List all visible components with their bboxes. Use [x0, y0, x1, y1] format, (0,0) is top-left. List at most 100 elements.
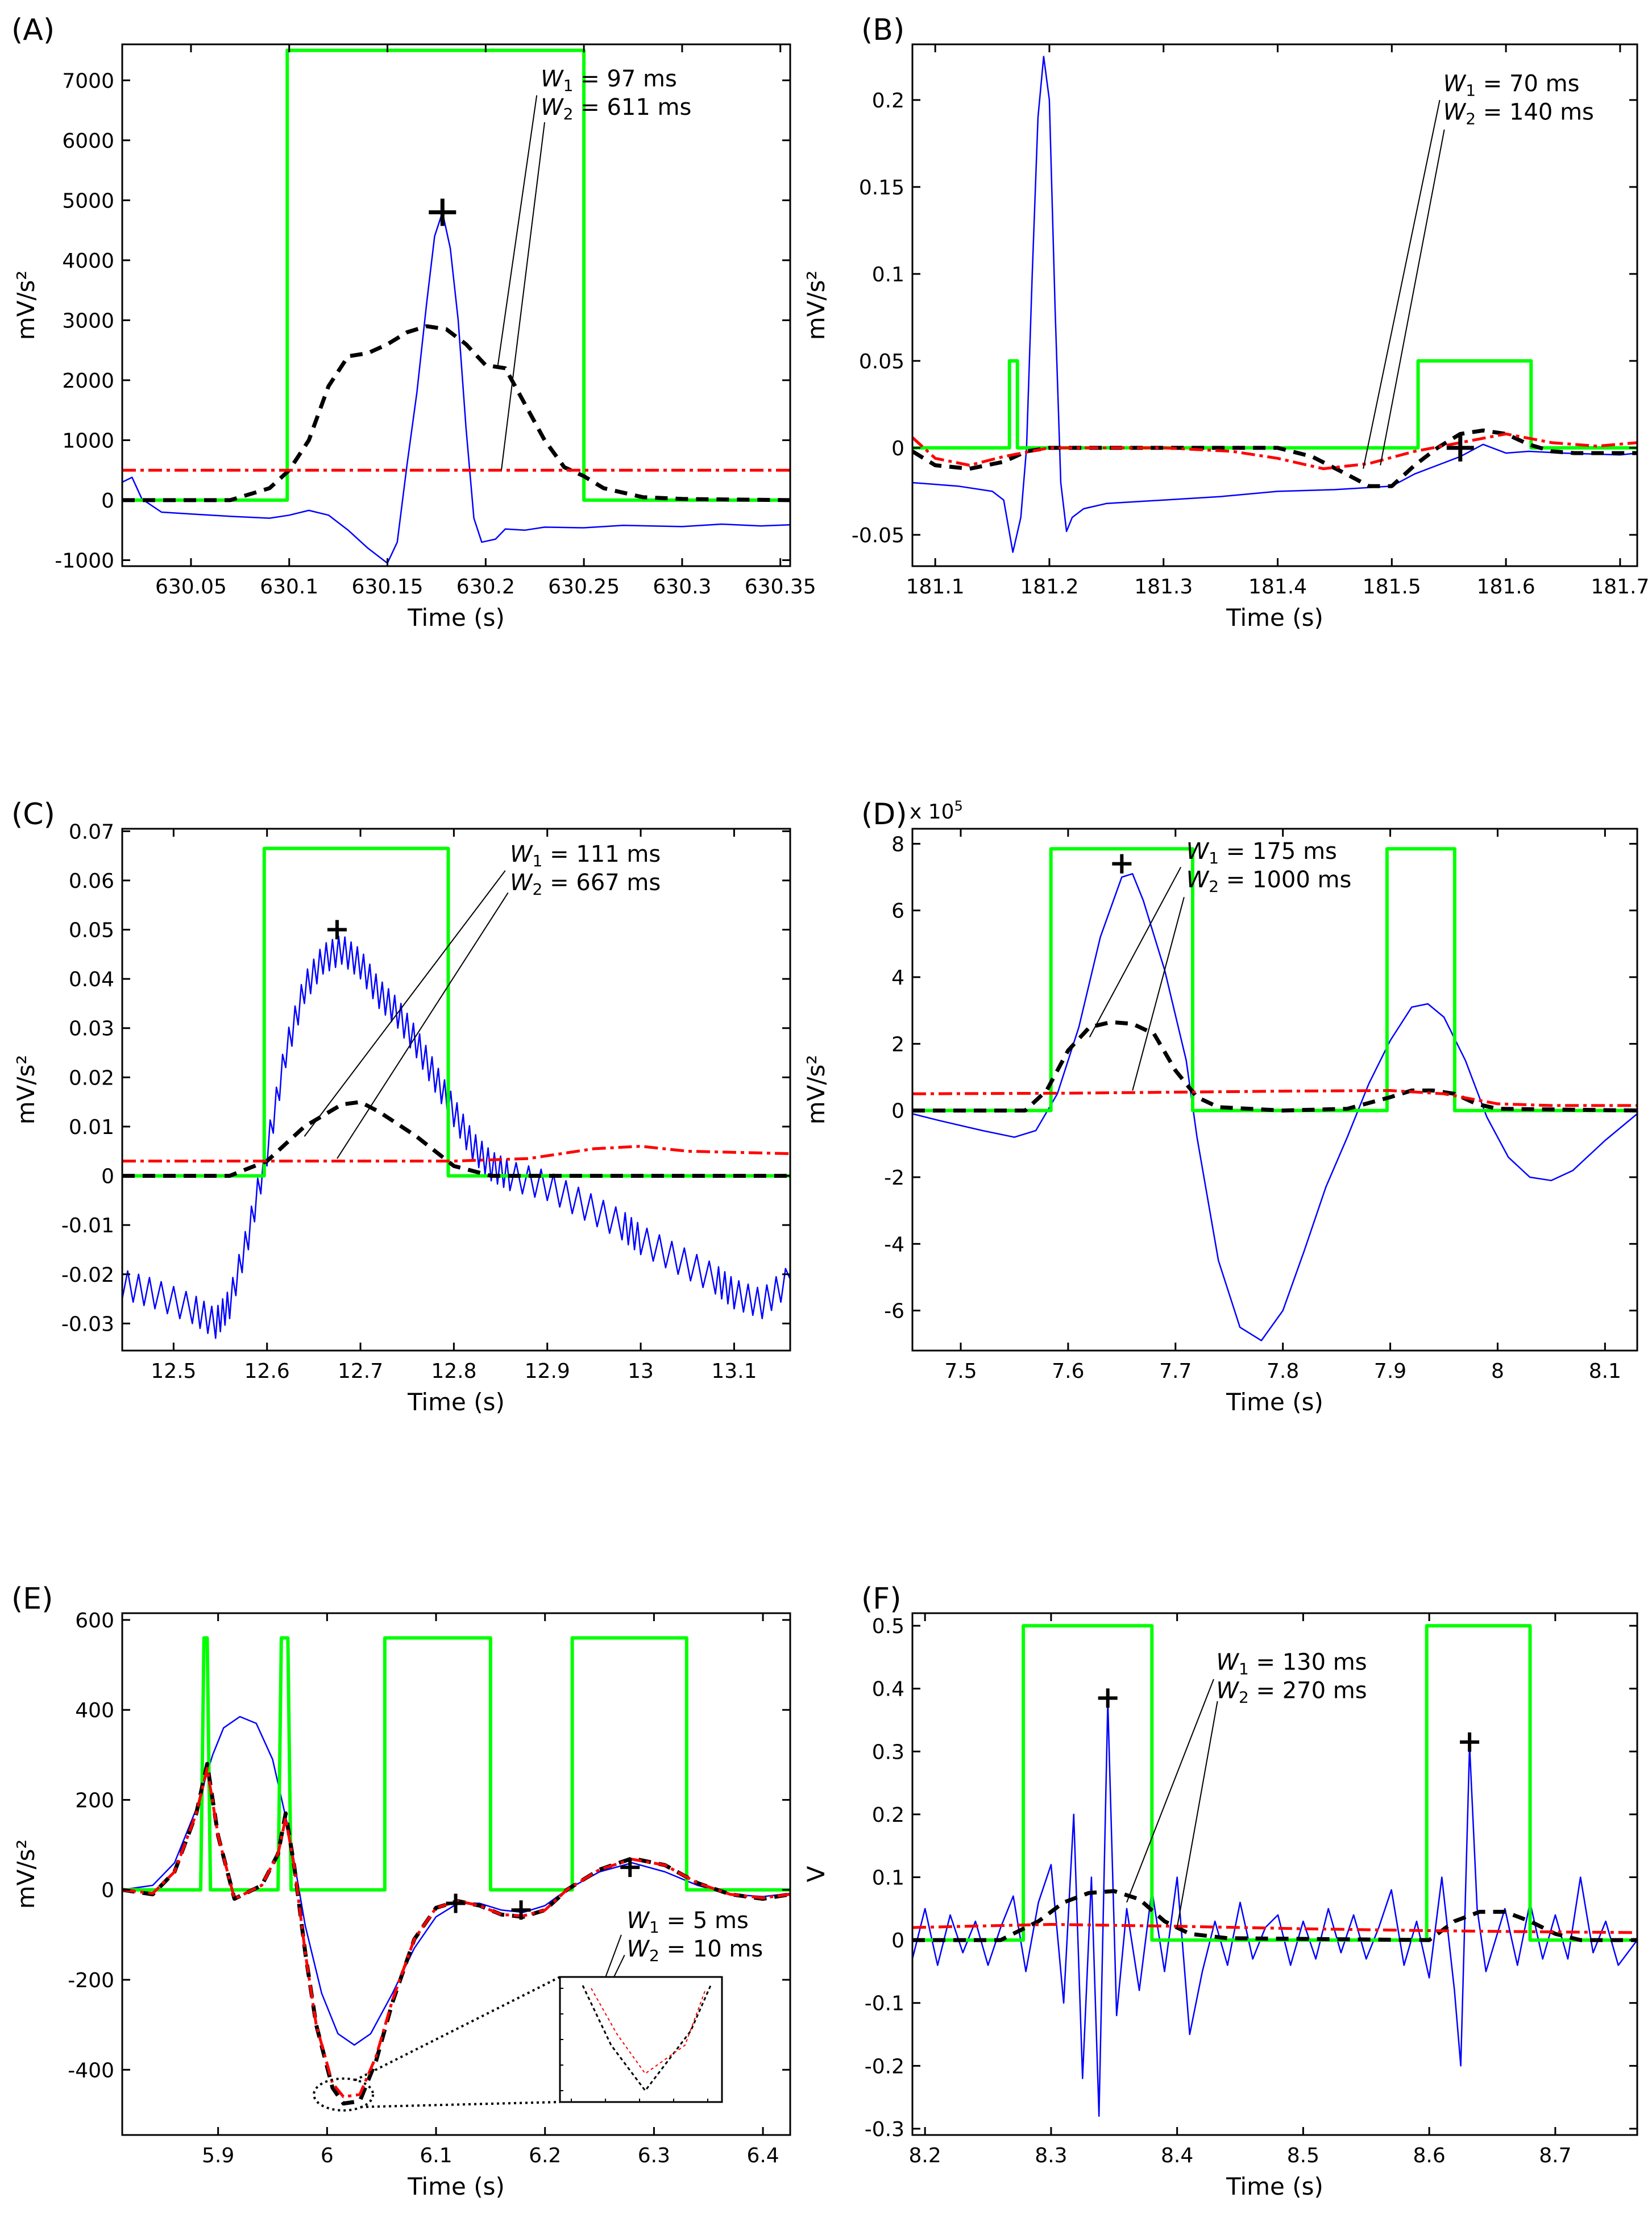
series-ma-peak-line — [912, 428, 1637, 488]
series-ma-peak-line — [122, 1100, 790, 1178]
x-tick-label: 6 — [321, 2144, 334, 2167]
y-tick-label: -1000 — [55, 549, 114, 572]
y-tick-label: 6 — [891, 900, 904, 923]
w-symbol: W — [1443, 99, 1467, 126]
series-raw-signal-line — [122, 935, 790, 1339]
y-tick-label: 0.06 — [69, 870, 114, 893]
series-block-of-interest-line — [122, 48, 790, 502]
w-equals: = — [1249, 1678, 1282, 1704]
y-axis-label: mV/s² — [802, 1055, 830, 1125]
peak-marker — [1446, 434, 1474, 462]
x-axis-label: Time (s) — [1226, 2173, 1323, 2200]
y-tick-label: 0.1 — [872, 1867, 904, 1890]
plot-area — [122, 846, 790, 1339]
exponent-base: x 10 — [910, 800, 954, 824]
y-tick-label: 0.15 — [859, 176, 904, 200]
x-tick-label: 12.6 — [244, 1360, 290, 1383]
w-subscript: 2 — [563, 105, 574, 123]
zoom-line — [360, 2101, 561, 2108]
panel-label: (C) — [11, 797, 55, 832]
y-tick-label: -0.2 — [865, 2055, 904, 2078]
y-tick-label: -400 — [68, 2059, 114, 2082]
axes-frame — [121, 43, 791, 567]
panel-d: (D) 7.5 7.6 7.7 7.8 7.9 8 8.1 -6 -4 -2 0 2 4 6 8 Time (s… — [802, 797, 1638, 1416]
x-tick-label: 8.7 — [1539, 2144, 1571, 2167]
y-tick-label: 200 — [75, 1789, 114, 1812]
axes-frame — [121, 1612, 791, 2136]
w1-leader-line — [1089, 866, 1182, 1038]
annotation-w2: W2 = 1000 ms — [1186, 867, 1352, 896]
w2-leader-line — [337, 892, 509, 1159]
x-tick-label: 7.5 — [944, 1360, 977, 1383]
zoom-line — [354, 1976, 561, 2082]
y-tick-label: 0.01 — [69, 1116, 114, 1139]
series-ma-peak-line — [122, 324, 790, 502]
x-tick-label: 13.1 — [711, 1360, 757, 1383]
x-tick-label: 13 — [628, 1360, 654, 1383]
y-tick-label: -0.01 — [61, 1214, 114, 1237]
x-tick-label: 181.1 — [906, 575, 965, 599]
x-tick-label: 8.4 — [1161, 2144, 1193, 2167]
panel-c: (C) 12.5 12.6 12.7 12.8 12.9 13 13.1 -0.03 -0.02 -… — [11, 797, 791, 1416]
x-axis-label: Time (s) — [1226, 604, 1323, 632]
x-tick-label: 7.7 — [1159, 1360, 1192, 1383]
w-subscript: 1 — [649, 1918, 659, 1937]
w1-leader-line — [1363, 99, 1441, 469]
plot-area — [122, 48, 790, 564]
x-tick-label: 181.3 — [1134, 575, 1193, 599]
series-raw-signal-line — [122, 1715, 790, 2046]
y-tick-label: -6 — [884, 1300, 904, 1323]
panel-label: (B) — [861, 13, 904, 47]
y-tick-label: 4000 — [62, 250, 114, 273]
w-subscript: 2 — [1466, 110, 1476, 128]
y-tick-label: 4 — [891, 966, 904, 990]
annotation-w1: W1 = 97 ms — [541, 66, 677, 95]
y-tick-label: 0.03 — [69, 1017, 114, 1041]
w-subscript: 2 — [533, 880, 543, 899]
y-tick-label: 0.1 — [872, 263, 904, 286]
panel-a: (A) 630.05 630.1 630.15 630.2 630.25 630.3 630.… — [11, 13, 816, 632]
peak-marker — [446, 1893, 466, 1913]
y-exponent-label: x 105 — [910, 798, 963, 824]
x-axis-label: Time (s) — [407, 2173, 505, 2200]
w-symbol: W — [1216, 1650, 1239, 1676]
x-tick-label: 12.5 — [151, 1360, 196, 1383]
series-block-of-interest-line — [912, 1624, 1637, 1942]
peak-marker — [1098, 1688, 1118, 1708]
peak-marker — [620, 1858, 640, 1877]
w-equals: = — [542, 841, 576, 867]
x-tick-label: 6.2 — [529, 2144, 561, 2167]
series-ma-beat-line — [122, 1767, 790, 2099]
w-equals: = — [1219, 867, 1252, 893]
w-subscript: 1 — [1239, 1660, 1249, 1679]
x-tick-label: 630.3 — [653, 575, 711, 599]
w-symbol: W — [1443, 71, 1467, 97]
series-ma-beat-line — [912, 432, 1637, 471]
y-tick-label: 400 — [75, 1699, 114, 1722]
series-ma-peak-line — [912, 1889, 1637, 1942]
axes-frame — [911, 43, 1638, 567]
w-symbol: W — [1216, 1678, 1239, 1704]
x-tick-label: 6.1 — [420, 2144, 452, 2167]
w-symbol: W — [626, 1936, 650, 1962]
annotation-w2: W2 = 140 ms — [1443, 99, 1594, 128]
zoom-ellipse — [313, 2077, 375, 2112]
peak-marker — [511, 1900, 531, 1920]
y-tick-label: 0 — [891, 1929, 904, 1953]
y-tick-label: 7000 — [62, 69, 114, 93]
peak-marker — [429, 198, 456, 226]
w-equals: = — [1249, 1650, 1282, 1676]
w-subscript: 2 — [649, 1946, 659, 1965]
panel-label: (E) — [11, 1582, 53, 1616]
w2-leader-line — [1176, 1701, 1218, 1928]
y-axis-label: mV/s² — [12, 1839, 40, 1909]
x-tick-label: 8 — [1491, 1360, 1504, 1383]
y-tick-label: 0.5 — [872, 1615, 904, 1638]
w-equals: = — [659, 1908, 693, 1934]
y-tick-label: 0.04 — [69, 968, 114, 991]
w-symbol: W — [541, 66, 564, 92]
y-tick-label: 3000 — [62, 309, 114, 333]
series-block-of-interest-line — [912, 359, 1637, 450]
w-value: 111 ms — [576, 841, 661, 867]
w-value: 5 ms — [693, 1908, 749, 1934]
